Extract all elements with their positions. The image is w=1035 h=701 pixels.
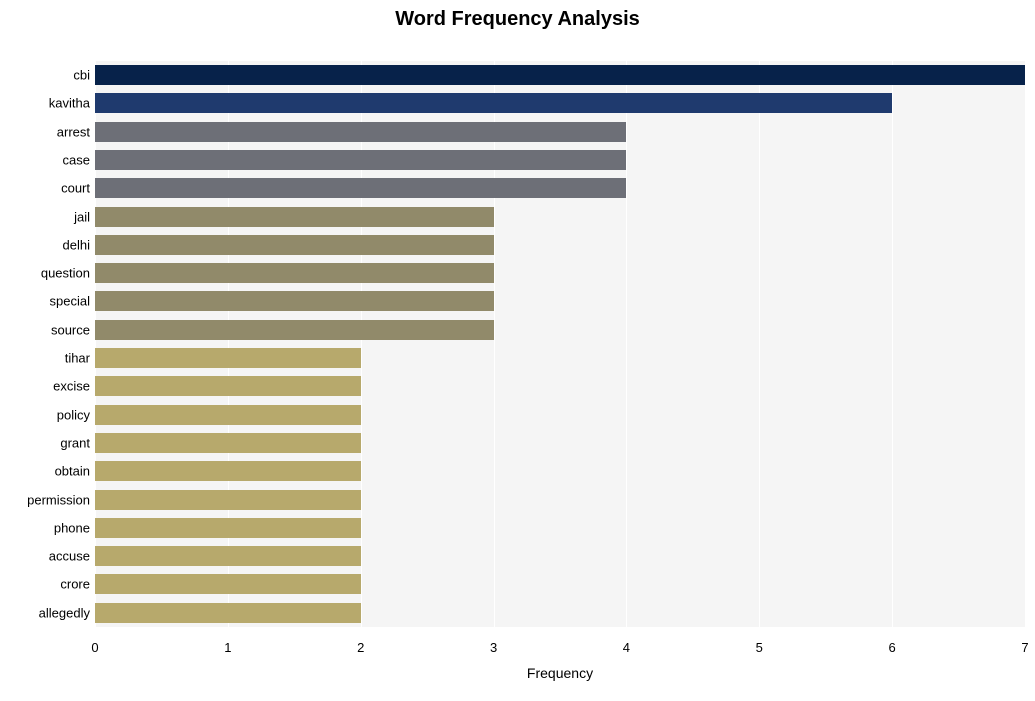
- bar: [95, 122, 626, 142]
- y-tick-label: grant: [60, 435, 90, 450]
- y-tick-label: case: [63, 152, 90, 167]
- y-tick-label: question: [41, 266, 90, 281]
- bar: [95, 518, 361, 538]
- y-tick-label: policy: [57, 407, 90, 422]
- x-axis-label: Frequency: [95, 665, 1025, 681]
- y-tick-label: accuse: [49, 549, 90, 564]
- y-tick-label: phone: [54, 520, 90, 535]
- bar: [95, 93, 892, 113]
- plot-area: [95, 35, 1025, 635]
- bar: [95, 207, 494, 227]
- y-tick-label: obtain: [55, 464, 90, 479]
- grid-line: [626, 35, 627, 635]
- bar: [95, 461, 361, 481]
- y-tick-label: kavitha: [49, 96, 90, 111]
- grid-line: [759, 35, 760, 635]
- x-tick-label: 7: [1021, 640, 1028, 655]
- chart-title: Word Frequency Analysis: [0, 8, 1035, 31]
- bar: [95, 348, 361, 368]
- x-tick-label: 0: [91, 640, 98, 655]
- bar: [95, 433, 361, 453]
- bar: [95, 235, 494, 255]
- grid-line: [1025, 35, 1026, 635]
- chart-container: Word Frequency Analysis Frequency cbi kav…: [0, 0, 1035, 701]
- bar: [95, 65, 1025, 85]
- y-tick-label: crore: [60, 577, 90, 592]
- y-tick-label: allegedly: [39, 605, 90, 620]
- x-tick-label: 1: [224, 640, 231, 655]
- y-tick-label: source: [51, 322, 90, 337]
- y-tick-label: excise: [53, 379, 90, 394]
- y-tick-label: delhi: [63, 237, 90, 252]
- y-tick-label: cbi: [73, 68, 90, 83]
- y-tick-label: court: [61, 181, 90, 196]
- bar: [95, 150, 626, 170]
- bar: [95, 603, 361, 623]
- x-tick-label: 6: [889, 640, 896, 655]
- y-tick-label: arrest: [57, 124, 90, 139]
- bar: [95, 320, 494, 340]
- bar: [95, 405, 361, 425]
- y-tick-label: special: [50, 294, 90, 309]
- bar: [95, 490, 361, 510]
- bar: [95, 291, 494, 311]
- x-tick-label: 2: [357, 640, 364, 655]
- bar: [95, 574, 361, 594]
- bar: [95, 178, 626, 198]
- x-tick-label: 4: [623, 640, 630, 655]
- bar: [95, 546, 361, 566]
- y-tick-label: jail: [74, 209, 90, 224]
- grid-line: [892, 35, 893, 635]
- x-tick-label: 5: [756, 640, 763, 655]
- y-tick-label: permission: [27, 492, 90, 507]
- bar: [95, 263, 494, 283]
- x-tick-label: 3: [490, 640, 497, 655]
- bar: [95, 376, 361, 396]
- y-tick-label: tihar: [65, 351, 90, 366]
